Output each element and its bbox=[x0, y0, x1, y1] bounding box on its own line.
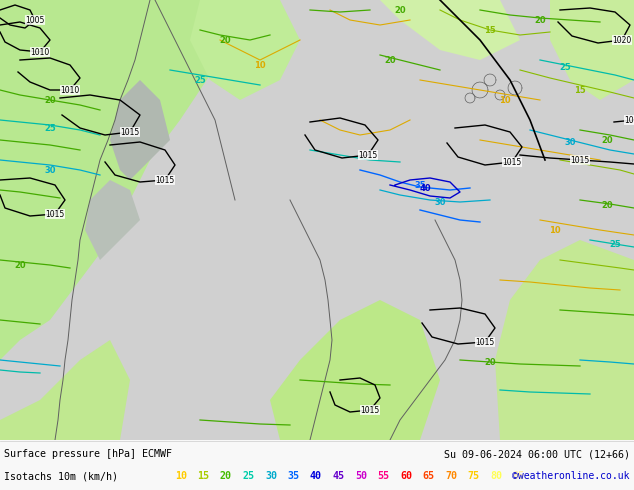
Polygon shape bbox=[495, 240, 634, 440]
Text: 1015: 1015 bbox=[571, 155, 590, 165]
Polygon shape bbox=[550, 0, 634, 100]
Polygon shape bbox=[110, 80, 170, 180]
Text: 10: 10 bbox=[549, 225, 561, 235]
Text: 15: 15 bbox=[484, 25, 496, 34]
Text: 25: 25 bbox=[609, 240, 621, 248]
Text: 40: 40 bbox=[310, 471, 322, 481]
Text: 1015: 1015 bbox=[120, 127, 139, 137]
Text: 70: 70 bbox=[445, 471, 457, 481]
Text: 20: 20 bbox=[219, 35, 231, 45]
Text: 15: 15 bbox=[198, 471, 209, 481]
Text: 10: 10 bbox=[499, 96, 511, 104]
Text: 1010: 1010 bbox=[30, 48, 49, 56]
Text: Su 09-06-2024 06:00 UTC (12+66): Su 09-06-2024 06:00 UTC (12+66) bbox=[444, 449, 630, 459]
Text: 30: 30 bbox=[44, 166, 56, 174]
Text: 20: 20 bbox=[384, 55, 396, 65]
Text: 1010: 1010 bbox=[60, 85, 80, 95]
Text: 1015: 1015 bbox=[502, 157, 522, 167]
Text: 10: 10 bbox=[254, 60, 266, 70]
Text: 55: 55 bbox=[377, 471, 389, 481]
Text: 20: 20 bbox=[44, 96, 56, 104]
Text: 35: 35 bbox=[414, 180, 426, 190]
Text: 1015: 1015 bbox=[624, 116, 634, 124]
Text: 1020: 1020 bbox=[612, 35, 631, 45]
Text: 40: 40 bbox=[419, 183, 431, 193]
Text: 1015: 1015 bbox=[360, 406, 380, 415]
Text: 20: 20 bbox=[534, 16, 546, 24]
Text: 1005: 1005 bbox=[25, 16, 44, 24]
Polygon shape bbox=[0, 340, 130, 440]
Polygon shape bbox=[270, 300, 440, 440]
Text: 80: 80 bbox=[490, 471, 502, 481]
Text: 1015: 1015 bbox=[46, 210, 65, 219]
Text: 30: 30 bbox=[564, 138, 576, 147]
Text: 75: 75 bbox=[467, 471, 479, 481]
Text: ©weatheronline.co.uk: ©weatheronline.co.uk bbox=[512, 471, 630, 481]
Text: 1015: 1015 bbox=[358, 150, 378, 160]
Text: 20: 20 bbox=[484, 358, 496, 367]
Text: 85: 85 bbox=[512, 471, 524, 481]
Polygon shape bbox=[380, 0, 520, 60]
Text: Isotachs 10m (km/h): Isotachs 10m (km/h) bbox=[4, 471, 118, 481]
Text: 45: 45 bbox=[332, 471, 344, 481]
Text: 20: 20 bbox=[601, 136, 613, 145]
Text: 20: 20 bbox=[220, 471, 232, 481]
Text: 30: 30 bbox=[434, 197, 446, 206]
Text: 20: 20 bbox=[394, 5, 406, 15]
Text: 15: 15 bbox=[574, 85, 586, 95]
Text: 1015: 1015 bbox=[155, 175, 174, 185]
Text: 90: 90 bbox=[535, 471, 547, 481]
Text: 65: 65 bbox=[422, 471, 434, 481]
Text: 20: 20 bbox=[14, 261, 26, 270]
Text: 25: 25 bbox=[559, 63, 571, 72]
Text: Surface pressure [hPa] ECMWF: Surface pressure [hPa] ECMWF bbox=[4, 449, 172, 459]
Text: 25: 25 bbox=[194, 75, 206, 84]
Text: 50: 50 bbox=[355, 471, 367, 481]
Polygon shape bbox=[85, 180, 140, 260]
Text: 30: 30 bbox=[265, 471, 277, 481]
Text: 20: 20 bbox=[601, 200, 613, 210]
Polygon shape bbox=[190, 0, 300, 100]
Text: 25: 25 bbox=[44, 123, 56, 132]
Text: 10: 10 bbox=[175, 471, 187, 481]
Text: 1015: 1015 bbox=[476, 338, 495, 346]
Text: 60: 60 bbox=[400, 471, 412, 481]
Polygon shape bbox=[0, 0, 220, 360]
Text: 35: 35 bbox=[287, 471, 299, 481]
Text: 25: 25 bbox=[242, 471, 254, 481]
